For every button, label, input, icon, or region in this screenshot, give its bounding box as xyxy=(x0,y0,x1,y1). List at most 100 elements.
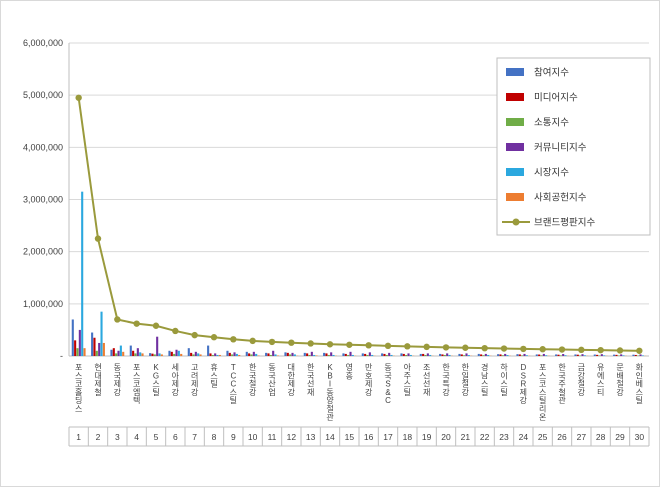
bar xyxy=(446,353,449,356)
bar xyxy=(134,353,137,356)
brand-index-marker xyxy=(442,344,450,351)
rank-label: 24 xyxy=(519,432,529,442)
bar xyxy=(482,355,485,356)
bar xyxy=(158,353,161,356)
bar xyxy=(632,354,635,356)
bar xyxy=(194,351,197,356)
bar xyxy=(74,340,77,356)
bar xyxy=(385,354,388,356)
brand-index-marker xyxy=(384,342,392,350)
brand-index-marker xyxy=(520,345,527,353)
bar xyxy=(617,355,620,356)
bar xyxy=(323,352,326,356)
bar xyxy=(402,353,405,356)
bar xyxy=(207,345,210,356)
bar xyxy=(168,350,171,356)
brand-index-markers xyxy=(75,94,643,354)
bar xyxy=(501,355,504,356)
bar xyxy=(465,353,468,356)
bar xyxy=(521,355,524,356)
bar xyxy=(518,354,521,356)
bar xyxy=(272,350,275,356)
bar xyxy=(579,355,582,356)
bar xyxy=(443,354,446,356)
y-tick-label: 5,000,000 xyxy=(23,90,63,100)
bar xyxy=(81,191,84,356)
legend-item: 참여지수 xyxy=(506,67,569,79)
bar xyxy=(276,355,279,356)
rank-label: 28 xyxy=(596,432,606,442)
bar xyxy=(448,354,451,356)
brand-index-marker xyxy=(94,235,102,242)
brand-index-marker xyxy=(114,316,121,323)
legend-swatch xyxy=(506,143,524,151)
bar xyxy=(388,352,391,356)
bar-series-5 xyxy=(81,191,644,356)
bar xyxy=(291,352,294,356)
bar xyxy=(545,355,548,356)
bar xyxy=(499,354,502,356)
legend-item: 커뮤니티지수 xyxy=(506,143,587,154)
bar xyxy=(91,332,94,356)
brand-index-marker xyxy=(191,331,198,339)
rank-label: 16 xyxy=(364,432,374,442)
bar xyxy=(426,353,429,356)
bar xyxy=(170,351,173,356)
bar xyxy=(71,319,74,356)
bar xyxy=(151,353,154,356)
y-tick-label: 4,000,000 xyxy=(23,142,63,152)
bar xyxy=(525,355,528,356)
bar-series-4 xyxy=(78,329,642,356)
bar-series-6 xyxy=(83,342,647,356)
bar xyxy=(93,337,96,356)
bar xyxy=(484,353,487,356)
bar xyxy=(615,354,618,356)
bar xyxy=(596,354,599,356)
rank-label: 21 xyxy=(461,432,471,442)
rank-label: 9 xyxy=(231,432,236,442)
bar xyxy=(102,342,105,356)
bars xyxy=(71,191,647,356)
bar xyxy=(564,355,567,356)
bar xyxy=(199,354,202,356)
rank-label: 18 xyxy=(403,432,413,442)
bar xyxy=(238,354,241,356)
bar xyxy=(197,353,200,356)
brand-index-marker xyxy=(346,341,353,348)
bar xyxy=(149,353,152,356)
bar xyxy=(641,355,644,356)
bar xyxy=(95,350,98,356)
bar xyxy=(523,353,526,356)
bar xyxy=(349,351,352,356)
bar xyxy=(620,354,623,356)
bar xyxy=(600,354,603,356)
bar xyxy=(218,354,221,356)
rank-label: 7 xyxy=(192,432,197,442)
bar xyxy=(214,353,217,356)
rank-label: 8 xyxy=(212,432,217,442)
bar xyxy=(487,354,490,356)
bar xyxy=(477,353,480,356)
brand-index-marker xyxy=(636,347,643,354)
bar xyxy=(274,354,277,356)
rank-label: 3 xyxy=(115,432,120,442)
bar xyxy=(112,348,115,356)
bar xyxy=(235,353,238,356)
bar xyxy=(231,354,234,356)
bar xyxy=(361,353,364,356)
